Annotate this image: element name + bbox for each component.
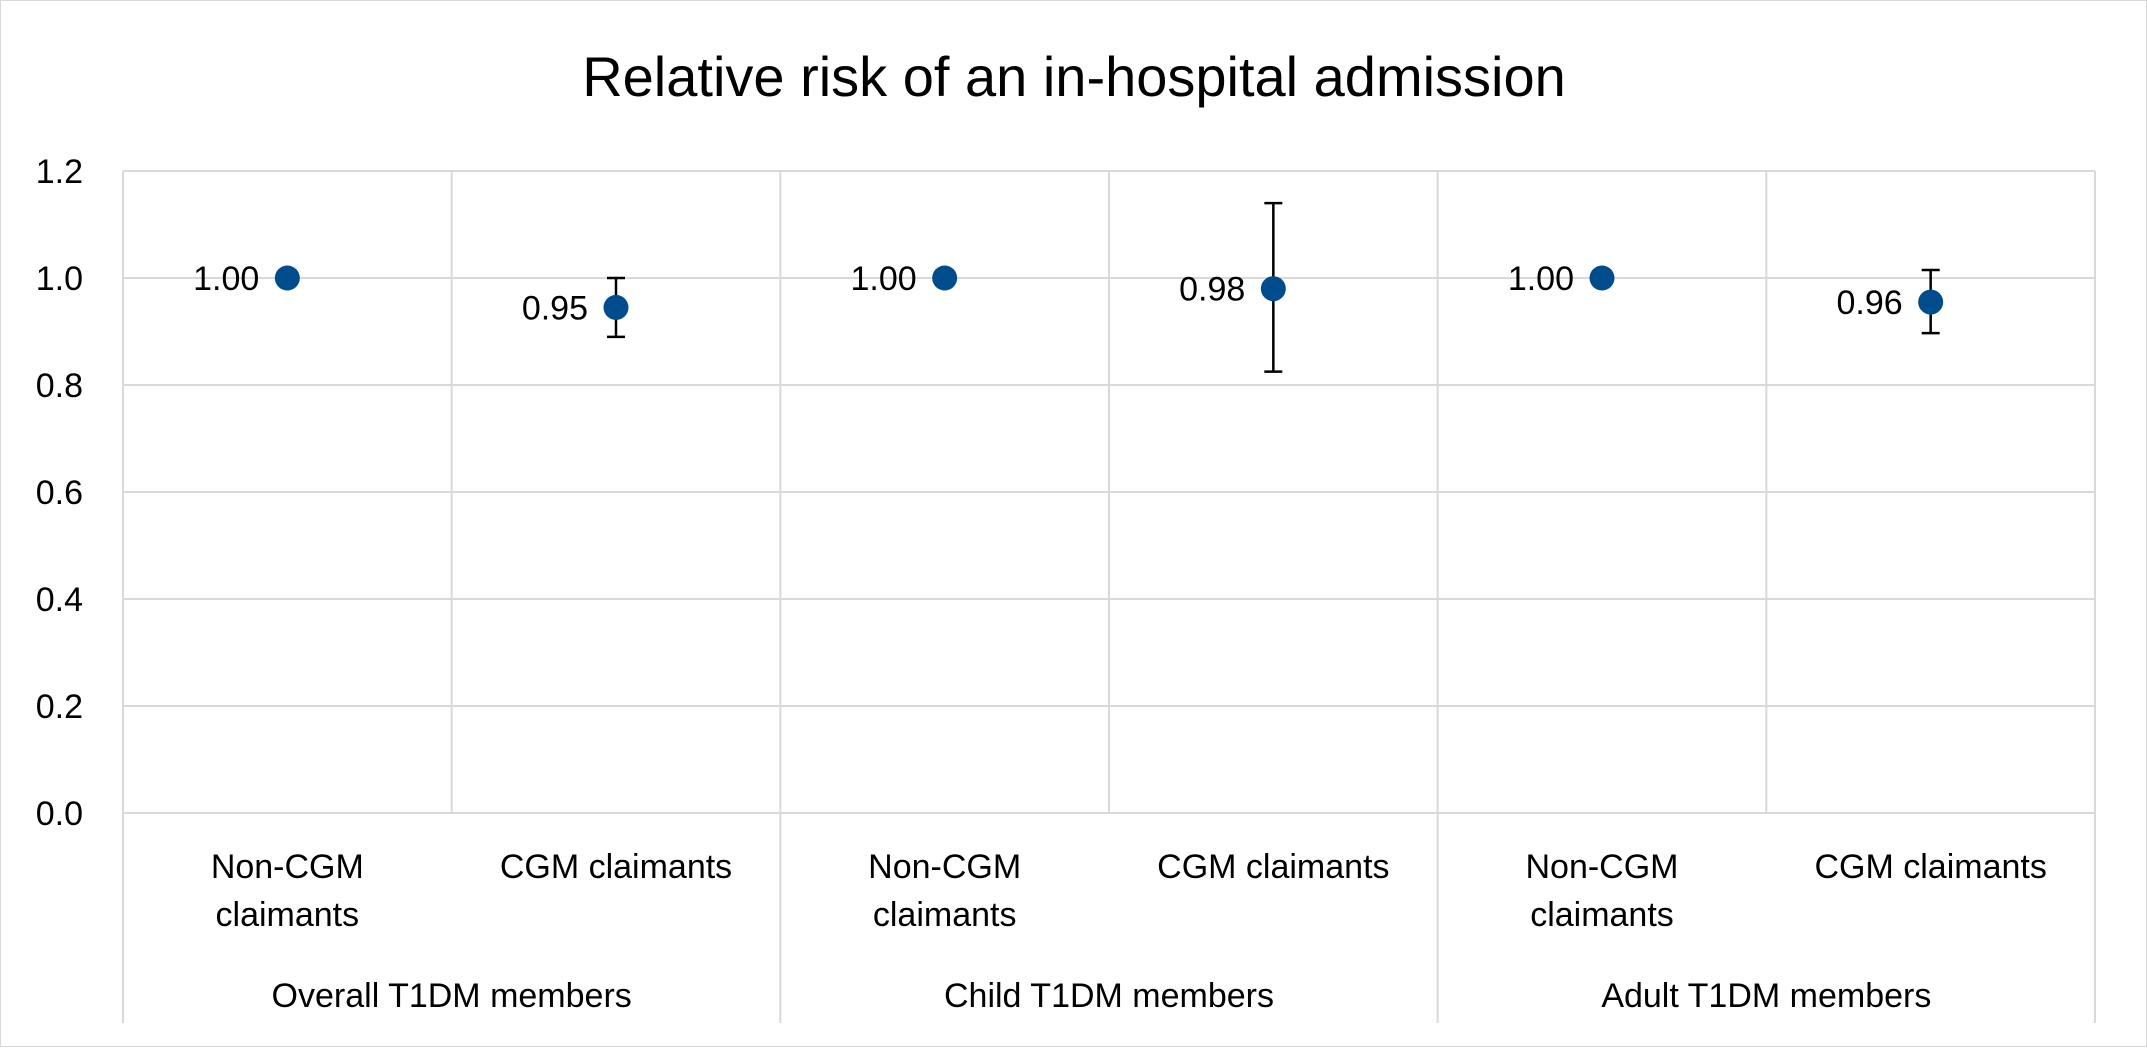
group-label: Child T1DM members (944, 977, 1274, 1015)
category-label: claimants (873, 896, 1017, 934)
category-label: Non-CGM (868, 848, 1021, 886)
y-tick-label: 0.2 (36, 688, 83, 726)
data-label: 1.00 (193, 260, 259, 298)
data-label: 0.98 (1179, 271, 1245, 309)
y-tick-label: 0.6 (36, 474, 83, 512)
data-point (1589, 265, 1615, 291)
x-axis: Overall T1DM members Non-CGM claimants CGM … (122, 812, 2096, 1023)
category-label: Non-CGM (211, 848, 364, 886)
data-point (1260, 276, 1286, 302)
data-point (603, 294, 629, 320)
data-marks: 1.00 0.95 1.00 0.98 1.00 0.96 (193, 201, 1944, 373)
data-label: 1.00 (850, 260, 916, 298)
gridlines (122, 170, 2096, 814)
category-label: CGM claimants (1157, 848, 1389, 886)
y-tick-label: 0.8 (36, 367, 83, 405)
data-label: 0.95 (522, 289, 588, 327)
category-label: claimants (216, 896, 360, 934)
y-tick-label: 1.0 (36, 260, 83, 298)
group-label: Overall T1DM members (272, 977, 632, 1015)
data-point (932, 265, 958, 291)
y-axis: 0.0 0.2 0.4 0.6 0.8 1.0 1.2 (36, 153, 83, 833)
category-label: CGM claimants (1814, 848, 2046, 886)
y-tick-label: 0.0 (36, 795, 83, 833)
data-point (274, 265, 300, 291)
data-point (1918, 289, 1944, 315)
data-label: 0.96 (1836, 284, 1902, 322)
category-label: Non-CGM (1525, 848, 1678, 886)
category-label: CGM claimants (500, 848, 732, 886)
chart-title: Relative risk of an in-hospital admissio… (582, 45, 1566, 108)
y-tick-label: 1.2 (36, 153, 83, 191)
group-label: Adult T1DM members (1601, 977, 1931, 1015)
data-label: 1.00 (1508, 260, 1574, 298)
category-label: claimants (1530, 896, 1674, 934)
y-tick-label: 0.4 (36, 581, 83, 619)
